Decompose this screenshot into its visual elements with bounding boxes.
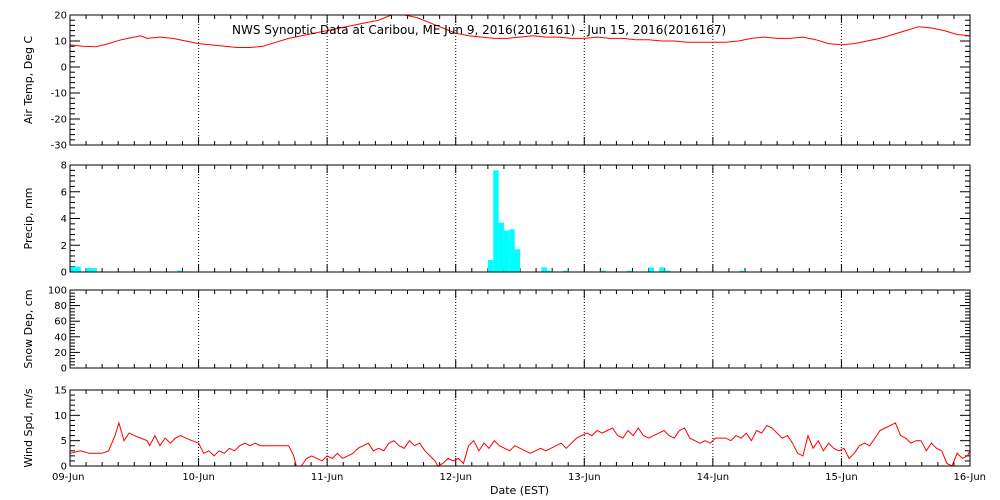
y-axis-label: Precip, mm: [22, 188, 35, 250]
precip-bar: [70, 266, 76, 272]
precip-bar: [498, 222, 504, 272]
y-tick-label: 0: [61, 268, 67, 279]
precip-bar: [541, 267, 547, 272]
y-tick-label: 5: [61, 436, 67, 447]
x-tick-label: 14-Jun: [697, 472, 730, 483]
panel-4: 15 10 5 0 Wind Spd, m/s 09-Jun 10-Jun 11-Jun 12-…: [22, 386, 986, 484]
x-tick-label: 10-Jun: [182, 472, 215, 483]
panel-2: 8 6 4 2 0 Precip, mm: [22, 161, 971, 279]
precip-bar: [91, 267, 97, 272]
y-tick-label: 80: [54, 301, 67, 312]
plot-frame: [69, 14, 971, 146]
y-tick-label: 8: [61, 161, 67, 172]
x-tick-label: 16-Jun: [953, 472, 986, 483]
precip-bar: [664, 270, 671, 272]
y-axis-label: Air Temp, Deg C: [22, 36, 35, 125]
series-line: [69, 421, 971, 467]
precip-bar: [75, 266, 81, 272]
y-tick-label: -10: [51, 89, 67, 100]
precip-bar: [493, 170, 499, 272]
x-tick-label: 12-Jun: [439, 472, 472, 483]
precip-bar: [648, 267, 654, 272]
y-tick-label: 0: [61, 63, 67, 74]
precip-bar: [546, 270, 553, 272]
series-line: [69, 14, 971, 48]
precip-bar: [659, 267, 665, 272]
precip-bar: [627, 270, 633, 272]
x-axis-label: Date (EST): [490, 484, 549, 497]
precip-bar: [739, 270, 745, 272]
y-tick-label: 15: [54, 386, 67, 397]
precip-bar: [514, 249, 520, 272]
y-tick-label: 100: [48, 286, 67, 297]
precip-bar: [487, 259, 494, 272]
y-tick-label: 0: [61, 364, 67, 375]
y-axis-label: Snow Dep, cm: [22, 289, 35, 368]
plot-frame: [69, 289, 971, 369]
panel-3: 100 80 60 40 20 0 Snow Dep, cm: [22, 286, 971, 375]
x-tick-label: 09-Jun: [52, 472, 85, 483]
y-tick-label: 20: [54, 348, 67, 359]
y-tick-label: 40: [54, 332, 67, 343]
x-tick-label: 11-Jun: [311, 472, 344, 483]
precip-bar: [562, 270, 569, 272]
x-tick-label: 13-Jun: [568, 472, 601, 483]
plot-frame: [69, 164, 971, 273]
x-tick-label: 15-Jun: [825, 472, 858, 483]
y-tick-label: 6: [61, 187, 67, 198]
panel-1: 20 10 0 -10 -20 -30 Air Temp, Deg C: [22, 11, 971, 152]
y-tick-label: 2: [61, 241, 67, 252]
y-tick-label: 60: [54, 317, 67, 328]
y-tick-label: 20: [54, 11, 67, 22]
y-tick-label: -30: [51, 141, 67, 152]
y-tick-label: 0: [61, 462, 67, 473]
plot-frame: [69, 389, 971, 467]
y-tick-label: 10: [54, 411, 67, 422]
y-tick-label: -20: [51, 115, 67, 126]
y-tick-label: 10: [54, 37, 67, 48]
precip-bar: [503, 230, 510, 272]
precip-bar: [86, 267, 92, 272]
precip-bar: [509, 229, 515, 272]
chart-title: NWS Synoptic Data at Caribou, ME Jun 9, …: [232, 23, 726, 37]
y-tick-label: 4: [61, 214, 67, 225]
precip-bar: [177, 270, 183, 272]
y-axis-label: Wind Spd, m/s: [22, 388, 35, 468]
precip-bar: [600, 270, 606, 272]
